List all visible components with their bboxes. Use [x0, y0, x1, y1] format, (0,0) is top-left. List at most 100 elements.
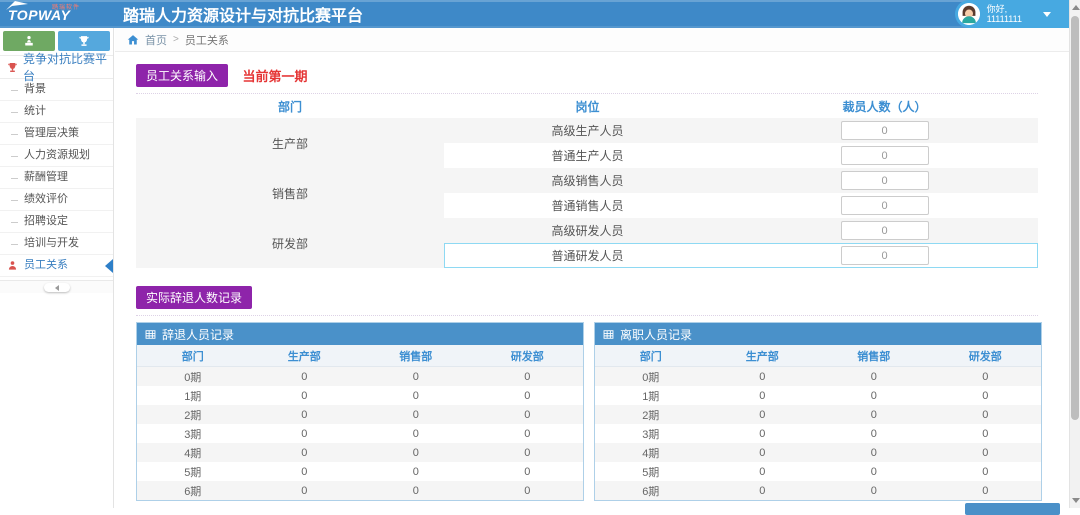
current-period-label: 当前第一期: [242, 69, 308, 85]
sidebar-item-employee-relations[interactable]: 员工关系: [0, 255, 113, 277]
competition-button[interactable]: [58, 31, 110, 51]
dismissal-table-body: 0期 0 0 0 1期 0 0 0 2期 0 0 0 3期 0 0 0 4期 0 0 0 5期 0 0 0 6期 0 0…: [137, 367, 583, 500]
position-row: 高级生产人员: [444, 118, 1038, 143]
resignation-panel-header: 离职人员记录: [595, 323, 1041, 345]
home-icon: [127, 34, 139, 44]
department-cell: 研发部: [136, 218, 444, 268]
logo-tagline: 踏瑞软件: [52, 5, 81, 11]
sidebar-item-statistics[interactable]: 统计: [0, 101, 113, 123]
topway-logo: TOPWAY 踏瑞软件: [0, 0, 113, 28]
breadcrumb-current: 员工关系: [184, 34, 229, 47]
actual-dismissal-records-badge[interactable]: 实际辞退人数记录: [136, 286, 253, 309]
layoff-count-input[interactable]: [840, 171, 929, 191]
resignation-records-panel: 离职人员记录 部门 生产部 销售部 研发部 0期 0 0 0 1期 0 0 0 2期 0 0 0 …: [594, 322, 1042, 501]
sidebar-item-training[interactable]: 培训与开发: [0, 233, 113, 255]
col-header: 生产部: [745, 350, 779, 363]
position-row: 高级研发人员: [444, 218, 1038, 243]
user-greeting: 你好,: [986, 4, 1008, 14]
resignation-table-body: 0期 0 0 0 1期 0 0 0 2期 0 0 0 3期 0 0 0 4期 0 0 0 5期 0 0 0 6期 0 0…: [595, 367, 1041, 500]
dismissal-panel-header: 辞退人员记录: [137, 323, 583, 345]
panel-title: 辞退人员记录: [162, 327, 235, 342]
person-podium-icon: [25, 35, 33, 46]
column-header-position: 岗位: [575, 99, 600, 114]
collapse-arrow-icon: [54, 284, 59, 291]
table-row: 6期 0 0 0: [137, 481, 583, 500]
table-row: 6期 0 0 0: [595, 481, 1041, 500]
breadcrumb-home[interactable]: 首页: [145, 34, 167, 47]
position-label: 高级销售人员: [551, 174, 624, 188]
employee-relations-input-badge[interactable]: 员工关系输入: [136, 64, 229, 87]
scroll-down-arrow-icon[interactable]: [1072, 498, 1080, 503]
trophy-icon: [8, 62, 17, 72]
resignation-table-header: 部门 生产部 销售部 研发部: [595, 345, 1041, 367]
table-row: 4期 0 0 0: [595, 443, 1041, 462]
page-title: 踏瑞人力资源设计与对抗比赛平台: [123, 8, 364, 25]
table-row: 1期 0 0 0: [137, 386, 583, 405]
layoff-table-header: 部门 岗位 裁员人数（人）: [136, 94, 1038, 118]
main-content: 首页 > 员工关系 员工关系输入 当前第一期 部门 岗位 裁员人数（人） 生产部…: [115, 28, 1069, 508]
position-row: 普通销售人员: [444, 193, 1038, 218]
user-greeting-block: 你好, 11111111: [987, 4, 1022, 24]
partial-bottom-button[interactable]: [965, 503, 1060, 515]
table-row: 2期 0 0 0: [137, 405, 583, 424]
sidebar-root-label: 竞争对抗比赛平台: [23, 52, 108, 83]
col-header: 部门: [181, 350, 204, 363]
avatar: [957, 3, 980, 25]
breadcrumb-separator: >: [173, 34, 179, 45]
table-row: 5期 0 0 0: [595, 462, 1041, 481]
layoff-count-input[interactable]: [840, 121, 929, 141]
position-label: 普通销售人员: [551, 199, 624, 213]
layoff-count-input[interactable]: [840, 246, 929, 266]
table-row: 3期 0 0 0: [595, 424, 1041, 443]
department-group-rd: 研发部 高级研发人员 普通研发人员: [136, 218, 1038, 268]
table-icon: [145, 329, 156, 339]
sidebar-item-management-decision[interactable]: 管理层决策: [0, 123, 113, 145]
table-row: 4期 0 0 0: [137, 443, 583, 462]
col-header: 部门: [639, 350, 662, 363]
department-group-sales: 销售部 高级销售人员 普通销售人员: [136, 168, 1038, 218]
user-name: 11111111: [986, 14, 1022, 24]
sidebar-collapse-handle[interactable]: [43, 283, 70, 292]
vertical-scrollbar[interactable]: [1069, 0, 1080, 508]
sidebar-item-salary[interactable]: 薪酬管理: [0, 167, 113, 189]
rank-button[interactable]: [3, 31, 55, 51]
position-row: 普通生产人员: [444, 143, 1038, 168]
layoff-count-input[interactable]: [840, 221, 929, 241]
sidebar-item-platform-root[interactable]: 竞争对抗比赛平台: [0, 52, 113, 83]
dismissal-table-header: 部门 生产部 销售部 研发部: [137, 345, 583, 367]
table-row: 5期 0 0 0: [137, 462, 583, 481]
sidebar-item-background[interactable]: 背景: [0, 79, 113, 101]
position-label: 高级生产人员: [551, 124, 624, 138]
col-header: 研发部: [968, 350, 1002, 363]
column-header-count: 裁员人数（人）: [842, 99, 927, 114]
user-menu[interactable]: 你好, 11111111: [954, 0, 1069, 28]
scrollbar-thumb[interactable]: [1071, 16, 1079, 420]
col-header: 生产部: [287, 350, 321, 363]
sidebar-horizontal-scrollbar[interactable]: [0, 280, 113, 293]
sidebar-item-hr-planning[interactable]: 人力资源规划: [0, 145, 113, 167]
logo-wing-icon: [6, 1, 28, 10]
col-header: 销售部: [399, 350, 433, 363]
person-icon: [8, 261, 17, 270]
position-label: 高级研发人员: [551, 224, 624, 238]
dismissal-records-panel: 辞退人员记录 部门 生产部 销售部 研发部 0期 0 0 0 1期 0 0 0 2期 0 0 0 …: [136, 322, 584, 501]
layoff-count-input[interactable]: [840, 196, 929, 216]
sidebar-item-recruitment[interactable]: 招聘设定: [0, 211, 113, 233]
table-row: 2期 0 0 0: [595, 405, 1041, 424]
scroll-up-arrow-icon[interactable]: [1072, 5, 1080, 10]
col-header: 研发部: [510, 350, 544, 363]
position-row-highlighted: 普通研发人员: [444, 243, 1038, 268]
col-header: 销售部: [857, 350, 891, 363]
position-label: 普通研发人员: [551, 249, 624, 263]
position-row: 高级销售人员: [444, 168, 1038, 193]
table-row: 1期 0 0 0: [595, 386, 1041, 405]
sidebar-item-performance[interactable]: 绩效评价: [0, 189, 113, 211]
layoff-count-input[interactable]: [840, 146, 929, 166]
table-row: 0期 0 0 0: [137, 367, 583, 386]
column-header-department: 部门: [277, 99, 302, 114]
department-cell: 生产部: [136, 118, 444, 168]
breadcrumb: 首页 > 员工关系: [115, 28, 1069, 52]
panel-title: 离职人员记录: [620, 327, 693, 342]
layoff-input-table: 部门 岗位 裁员人数（人） 生产部 高级生产人员 普通生产人员: [136, 94, 1038, 268]
sidebar: 竞争对抗比赛平台 背景 统计 管理层决策 人力资源规划 薪酬管理 绩效评价 招聘…: [0, 28, 114, 508]
